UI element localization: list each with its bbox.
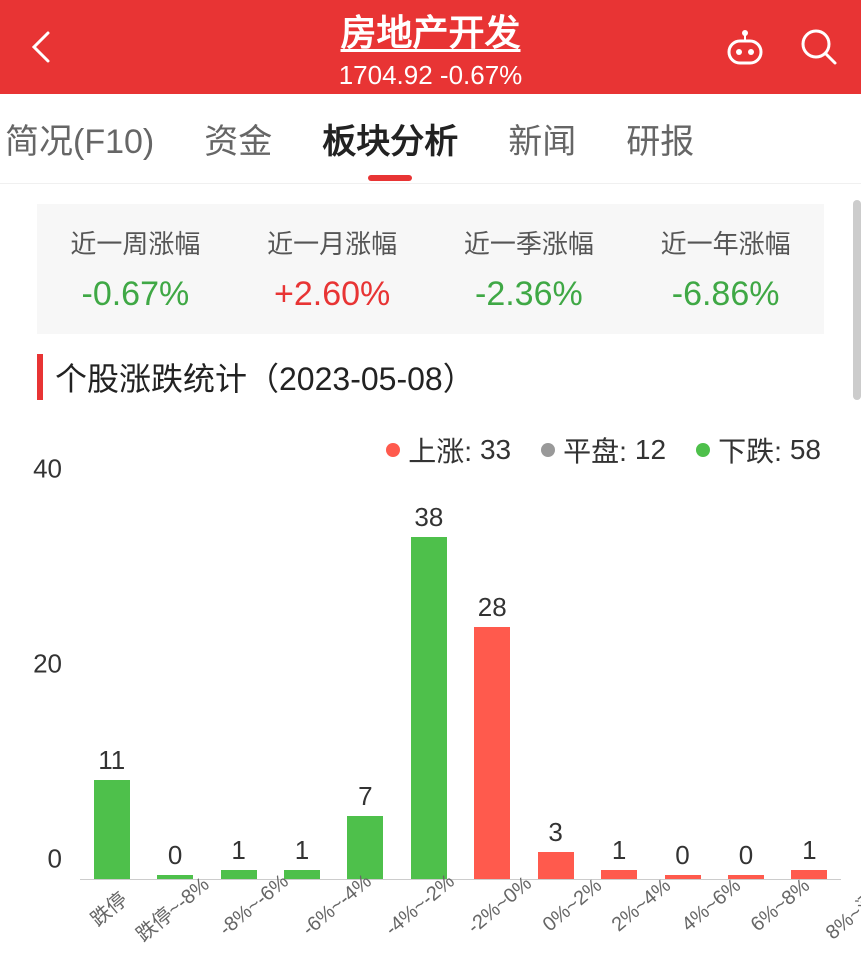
y-tick: 0 <box>48 844 62 875</box>
bar <box>94 780 130 879</box>
legend-label: 上涨: <box>408 430 472 470</box>
bar-value: 0 <box>675 840 689 871</box>
stat-value: +2.60% <box>234 275 431 314</box>
index-value: 1704.92 <box>339 60 433 90</box>
back-icon[interactable] <box>20 27 60 67</box>
search-icon[interactable] <box>797 25 841 69</box>
bar-value: 7 <box>358 781 372 812</box>
bar-column: 28 <box>461 490 524 879</box>
bar-value: 1 <box>612 835 626 866</box>
bar-column: 0 <box>714 490 777 879</box>
bar-value: 0 <box>168 840 182 871</box>
legend-dot-icon <box>541 443 555 457</box>
bar-value: 1 <box>231 835 245 866</box>
bar-column: 11 <box>80 490 143 879</box>
bar <box>665 875 701 879</box>
bar-value: 0 <box>739 840 753 871</box>
stat-cell: 近一年涨幅 -6.86% <box>627 224 824 314</box>
index-subtitle: 1704.92 -0.67% <box>339 60 523 91</box>
header-actions <box>723 25 841 69</box>
page-title[interactable]: 房地产开发 <box>339 4 523 56</box>
legend-dot-icon <box>386 443 400 457</box>
stat-label: 近一月涨幅 <box>234 224 431 261</box>
legend-label: 平盘: <box>563 430 627 470</box>
bar <box>411 537 447 879</box>
bar-value: 38 <box>414 502 443 533</box>
stat-value: -6.86% <box>627 275 824 314</box>
bar-value: 1 <box>295 835 309 866</box>
section-title: 个股涨跌统计（2023-05-08） <box>37 354 824 400</box>
chart-legend: 上涨: 33 平盘: 12 下跌: 58 <box>0 410 861 480</box>
bar <box>347 816 383 879</box>
stat-label: 近一季涨幅 <box>431 224 628 261</box>
bar-column: 7 <box>334 490 397 879</box>
stat-cell: 近一月涨幅 +2.60% <box>234 224 431 314</box>
stat-label: 近一周涨幅 <box>37 224 234 261</box>
index-change: -0.67% <box>440 60 522 90</box>
tab-研报[interactable]: 研报 <box>626 104 694 173</box>
stat-label: 近一年涨幅 <box>627 224 824 261</box>
y-axis: 02040 <box>20 480 70 880</box>
bar <box>601 870 637 879</box>
bar-value: 28 <box>478 592 507 623</box>
legend-item: 下跌: 58 <box>696 430 821 470</box>
header-center: 房地产开发 1704.92 -0.67% <box>339 4 523 91</box>
bar <box>474 627 510 879</box>
legend-label: 下跌: <box>718 430 782 470</box>
legend-count: 12 <box>635 434 666 466</box>
tabs-bar: 简况(F10) 资金板块分析新闻研报 <box>0 94 861 184</box>
bar-column: 1 <box>270 490 333 879</box>
bar-column: 38 <box>397 490 460 879</box>
robot-icon[interactable] <box>723 25 767 69</box>
scrollbar[interactable] <box>853 200 861 400</box>
y-tick: 40 <box>33 454 62 485</box>
bar-column: 1 <box>778 490 841 879</box>
legend-item: 上涨: 33 <box>386 430 511 470</box>
bar <box>221 870 257 879</box>
stat-value: -2.36% <box>431 275 628 314</box>
bar <box>538 852 574 879</box>
plot-area: 110117382831001 <box>80 490 841 880</box>
bar-column: 1 <box>207 490 270 879</box>
tab-新闻[interactable]: 新闻 <box>508 104 576 173</box>
bar-value: 1 <box>802 835 816 866</box>
distribution-chart: 02040 110117382831001 跌停跌停~-8%-8%~-6%-6%… <box>20 480 851 950</box>
stat-cell: 近一季涨幅 -2.36% <box>431 224 628 314</box>
stats-row: 近一周涨幅 -0.67%近一月涨幅 +2.60%近一季涨幅 -2.36% 近一年涨幅 -6… <box>37 204 824 334</box>
x-label: 8%~涨停 <box>818 871 861 976</box>
stat-value: -0.67% <box>37 275 234 314</box>
bar-column: 0 <box>143 490 206 879</box>
bar-value: 11 <box>98 745 125 776</box>
tab-资金[interactable]: 资金 <box>204 104 272 173</box>
bar-column: 0 <box>651 490 714 879</box>
legend-count: 58 <box>790 434 821 466</box>
bar-value: 3 <box>548 817 562 848</box>
x-axis: 跌停跌停~-8%-8%~-6%-6%~-4%-4%~-2%-2%~0%0%~2%… <box>80 880 841 950</box>
tab-板块分析[interactable]: 板块分析 <box>322 104 458 173</box>
legend-count: 33 <box>480 434 511 466</box>
legend-dot-icon <box>696 443 710 457</box>
y-tick: 20 <box>33 649 62 680</box>
header-bar: 房地产开发 1704.92 -0.67% <box>0 0 861 94</box>
bar-column: 1 <box>587 490 650 879</box>
stat-cell: 近一周涨幅 -0.67% <box>37 224 234 314</box>
bar-column: 3 <box>524 490 587 879</box>
legend-item: 平盘: 12 <box>541 430 666 470</box>
tab-简况(F10)[interactable]: 简况(F10) <box>5 104 154 173</box>
bar <box>284 870 320 879</box>
